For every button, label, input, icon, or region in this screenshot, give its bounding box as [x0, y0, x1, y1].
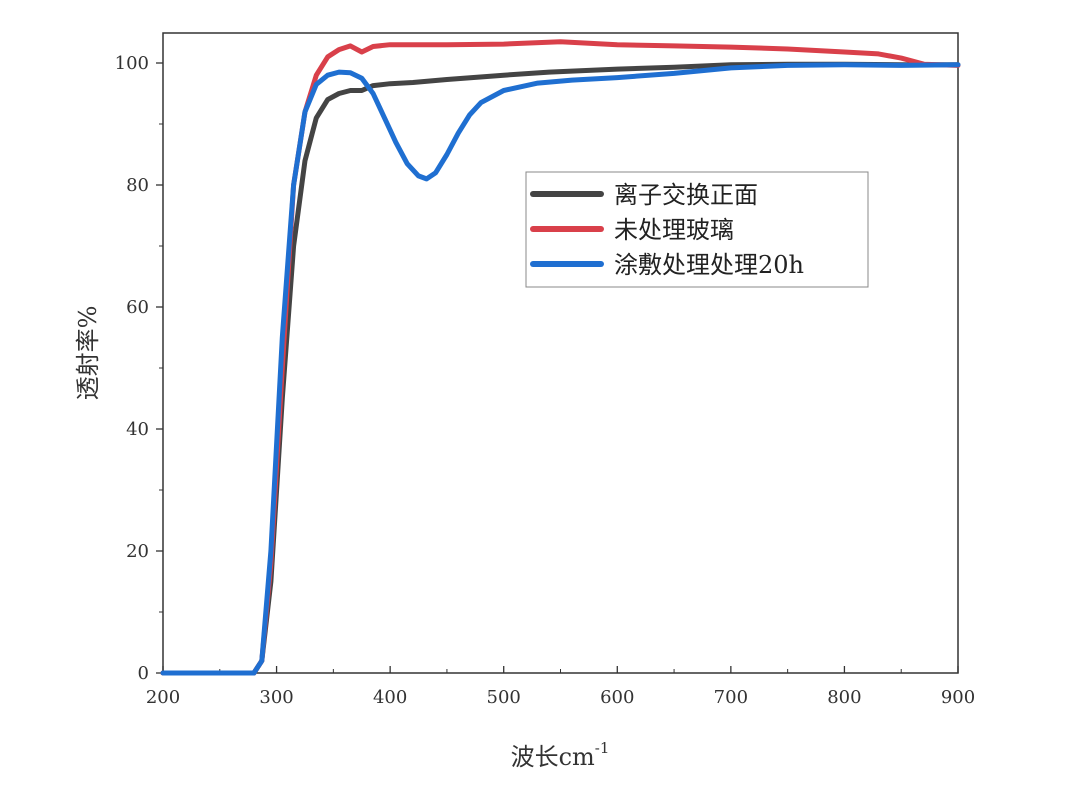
legend-label-0: 离子交换正面 [614, 181, 758, 209]
y-axis-title: 透射率% [74, 306, 102, 401]
x-tick-label: 700 [714, 687, 748, 708]
x-tick-label: 800 [827, 687, 861, 708]
x-tick-label: 500 [487, 687, 521, 708]
x-axis-title-main: 波长cm [511, 743, 595, 771]
x-tick-label: 600 [600, 687, 634, 708]
x-tick-label: 400 [373, 687, 407, 708]
axis-ticks: 200 300 400 500 600 700 800 900 0 20 40 60 80 100 [115, 53, 976, 708]
y-tick-label: 40 [126, 419, 149, 440]
x-axis-title: 波长cm-1 [511, 739, 610, 771]
series-line-2 [160, 62, 961, 676]
legend-label-1: 未处理玻璃 [614, 216, 734, 244]
y-tick-label: 100 [115, 53, 149, 74]
y-tick-label: 80 [126, 175, 149, 196]
y-tick-label: 60 [126, 297, 149, 318]
x-tick-label: 300 [259, 687, 293, 708]
y-tick-label: 0 [138, 663, 149, 684]
series-lines [160, 39, 961, 676]
y-tick-label: 20 [126, 541, 149, 562]
x-axis-title-superscript: -1 [595, 739, 610, 757]
x-tick-label: 900 [941, 687, 975, 708]
x-tick-label: 200 [146, 687, 180, 708]
legend-label-2: 涂敷处理处理20h [614, 251, 804, 279]
